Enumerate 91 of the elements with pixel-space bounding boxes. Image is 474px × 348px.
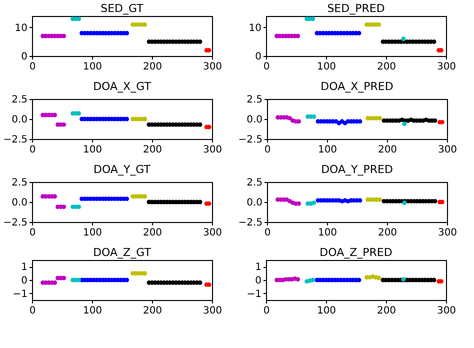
- x-tick-label: 300: [436, 306, 456, 316]
- point: [310, 16, 316, 22]
- point: [376, 22, 382, 27]
- point: [52, 194, 58, 199]
- x-tick-label: 100: [316, 306, 336, 316]
- point: [76, 204, 82, 210]
- y-tick-label: 2.5: [246, 178, 262, 188]
- x-tick-label: 200: [142, 228, 162, 238]
- y-tick-label: 1: [255, 262, 262, 274]
- point: [52, 112, 58, 118]
- y-tick-label: 0.0: [246, 114, 262, 126]
- y-tick-label: 0: [21, 276, 28, 286]
- x-tick-label: 0: [264, 144, 271, 156]
- x-tick-label: 0: [29, 228, 36, 238]
- y-tick-label: −1: [246, 288, 262, 300]
- x-tick-label: 200: [376, 62, 396, 72]
- y-tick-label: 1: [21, 262, 28, 274]
- y-tick-label: 2.5: [12, 178, 28, 188]
- y-tick-label: −2.5: [3, 134, 28, 146]
- chart-title: SED_GT: [100, 2, 144, 15]
- point: [62, 276, 66, 280]
- y-tick-label: −2.5: [238, 218, 262, 228]
- point: [124, 116, 130, 122]
- chart-title: DOA_Y_PRED: [321, 163, 393, 176]
- x-tick-label: 300: [436, 62, 456, 72]
- y-tick-label: 0.0: [246, 198, 262, 208]
- y-tick-label: 2.5: [246, 94, 262, 106]
- x-tick-label: 0: [263, 62, 270, 72]
- point: [288, 116, 292, 120]
- y-tick-label: −2.5: [3, 218, 28, 228]
- chart-title: DOA_Z_PRED: [320, 246, 392, 259]
- x-tick-label: 100: [318, 144, 338, 156]
- y-tick-label: 10: [14, 22, 28, 34]
- point: [62, 204, 66, 210]
- x-tick-label: 0: [263, 306, 270, 316]
- point: [142, 22, 148, 27]
- x-tick-label: 100: [82, 144, 102, 156]
- chart-title: DOA_Y_GT: [93, 163, 151, 176]
- point: [124, 30, 130, 36]
- point: [62, 34, 66, 38]
- x-tick-label: 0: [29, 144, 36, 156]
- point: [124, 196, 130, 202]
- x-tick-label: 200: [142, 62, 162, 72]
- point: [124, 278, 130, 282]
- x-tick-label: 200: [378, 228, 398, 238]
- y-tick-label: 0.0: [12, 198, 28, 208]
- x-tick-label: 100: [82, 306, 102, 316]
- y-tick-label: −2.5: [238, 134, 262, 146]
- x-tick-label: 200: [142, 306, 162, 316]
- point: [401, 36, 406, 42]
- y-tick-label: 0: [255, 276, 262, 286]
- chart-title: DOA_X_PRED: [320, 80, 394, 93]
- point: [198, 200, 202, 204]
- point: [76, 111, 82, 116]
- point: [296, 119, 302, 124]
- point: [142, 116, 148, 122]
- point: [52, 280, 58, 285]
- x-tick-label: 100: [82, 228, 102, 238]
- x-tick-label: 300: [438, 144, 458, 156]
- point: [76, 278, 82, 282]
- point: [76, 16, 82, 22]
- y-tick-label: 0: [21, 52, 28, 62]
- y-tick-label: −1: [12, 288, 28, 300]
- x-tick-label: 200: [376, 306, 396, 316]
- point: [312, 114, 316, 119]
- x-tick-label: 0: [29, 62, 36, 72]
- point: [378, 116, 382, 120]
- point: [296, 34, 300, 38]
- x-tick-label: 100: [318, 228, 338, 238]
- y-tick-label: 2.5: [12, 94, 28, 106]
- x-tick-label: 200: [142, 144, 162, 156]
- y-tick-label: 0: [255, 52, 262, 62]
- x-tick-label: 200: [378, 144, 398, 156]
- x-tick-label: 300: [202, 306, 222, 316]
- x-tick-label: 300: [202, 228, 222, 238]
- x-tick-label: 100: [316, 62, 336, 72]
- chart-title: DOA_X_GT: [93, 80, 152, 93]
- point: [142, 271, 148, 276]
- x-tick-label: 300: [202, 62, 222, 72]
- x-tick-label: 0: [264, 228, 271, 238]
- y-tick-label: 10: [248, 22, 262, 34]
- x-tick-label: 300: [202, 144, 222, 156]
- chart-title: SED_PRED: [327, 2, 385, 15]
- x-tick-label: 0: [29, 306, 36, 316]
- point: [62, 122, 66, 127]
- point: [142, 194, 148, 199]
- point: [402, 122, 407, 126]
- x-tick-label: 100: [82, 62, 102, 72]
- y-tick-label: 0.0: [12, 114, 28, 126]
- x-tick-label: 300: [438, 228, 458, 238]
- chart-title: DOA_Z_GT: [93, 246, 152, 259]
